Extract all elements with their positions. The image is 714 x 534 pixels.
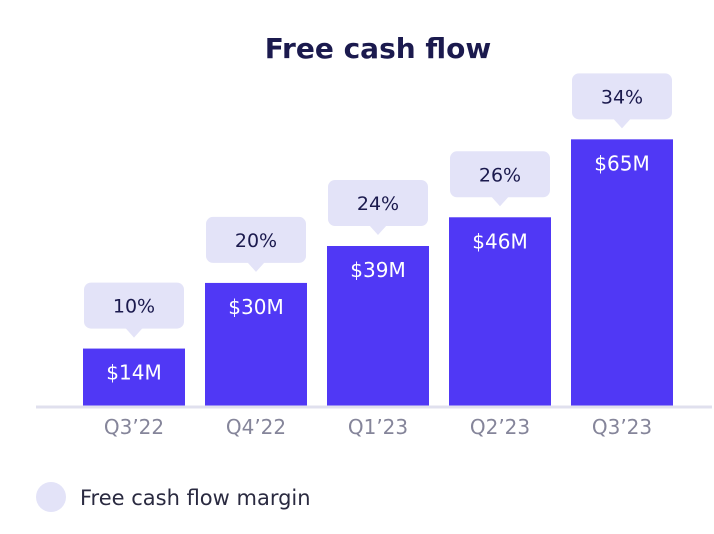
x-tick-label-3: Q1’23 <box>348 415 408 439</box>
margin-label-1: 10% <box>113 296 155 318</box>
plot-area: $14M 10% Q3’22 $30M 20% Q4’22 $39M 24% Q1’23 $46M… <box>83 73 673 439</box>
bar-value-label-4: $46M <box>472 229 527 253</box>
bar-value-label-3: $39M <box>350 258 405 282</box>
bar-value-label-5: $65M <box>594 151 649 175</box>
margin-callout-3 <box>328 180 428 226</box>
margin-callout-1 <box>84 282 184 329</box>
x-tick-label-2: Q4’22 <box>226 415 286 439</box>
margin-callout-4 <box>450 151 550 198</box>
bar-5 <box>571 139 673 407</box>
bar-3 <box>327 246 429 406</box>
x-tick-label-5: Q3’23 <box>592 415 652 439</box>
bar-2 <box>205 282 307 406</box>
legend: Free cash flow margin <box>36 482 311 512</box>
bar-value-label-2: $30M <box>228 295 283 319</box>
legend-label-free-cash-flow-margin: Free cash flow margin <box>80 486 311 510</box>
legend-swatch-free-cash-flow-margin <box>36 482 66 512</box>
margin-callout-pointer-5 <box>613 118 631 129</box>
margin-callout-pointer-1 <box>125 327 143 338</box>
bar-1 <box>83 348 185 406</box>
margin-callout-pointer-3 <box>369 225 387 235</box>
x-tick-label-1: Q3’22 <box>104 415 164 439</box>
x-tick-label-4: Q2’23 <box>470 415 530 439</box>
margin-callout-pointer-4 <box>491 196 509 207</box>
margin-callout-2 <box>206 216 306 263</box>
bar-4 <box>449 217 551 406</box>
margin-label-3: 24% <box>357 193 399 215</box>
margin-label-2: 20% <box>235 230 277 252</box>
margin-label-5: 34% <box>601 86 643 108</box>
chart-title: Free cash flow <box>265 32 492 65</box>
margin-callout-5 <box>572 73 672 120</box>
margin-callout-pointer-2 <box>247 261 265 272</box>
bar-value-label-1: $14M <box>106 361 161 385</box>
margin-label-4: 26% <box>479 164 521 186</box>
